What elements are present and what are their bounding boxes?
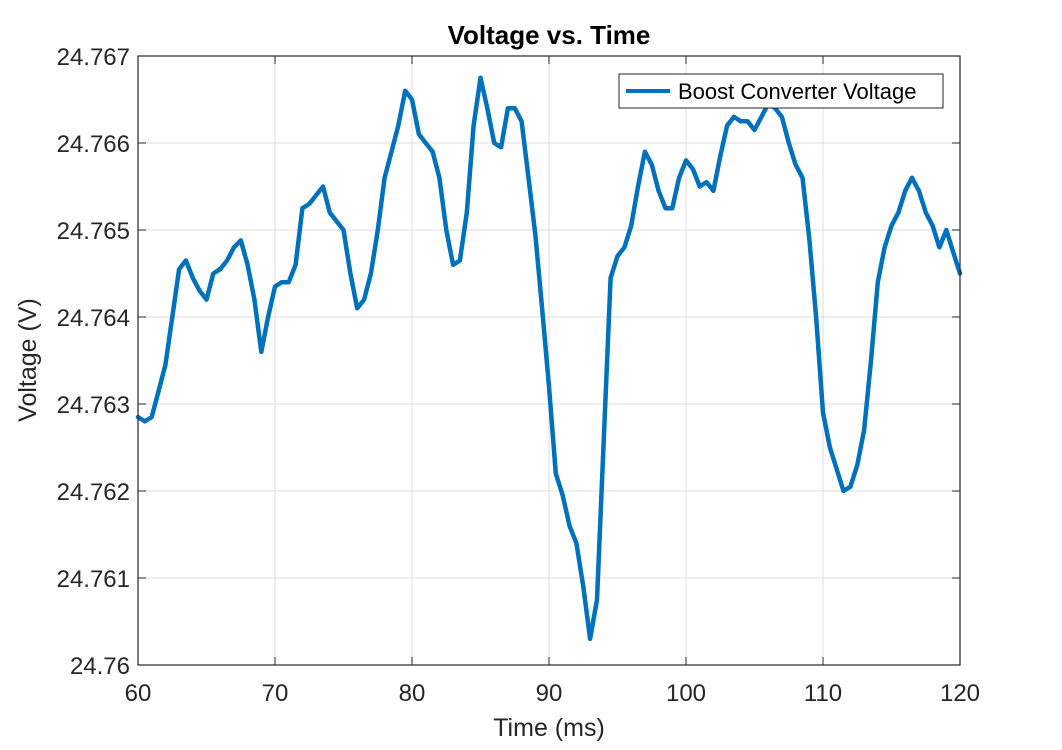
x-tick-label: 120 [940, 680, 980, 707]
x-tick-label: 110 [804, 680, 842, 707]
y-tick-label: 24.76 [70, 653, 130, 680]
y-tick-label: 24.767 [57, 44, 130, 71]
y-tick-label: 24.766 [57, 131, 130, 158]
x-tick-labels: 60 70 80 90 100 110 120 [125, 680, 980, 707]
y-axis-label: Voltage (V) [14, 298, 42, 422]
series-line [135, 75, 963, 642]
x-tick-label: 80 [399, 680, 426, 707]
legend-label: Boost Converter Voltage [678, 79, 916, 104]
legend-box [618, 73, 944, 109]
x-tick-label: 60 [125, 680, 152, 707]
y-tick-label: 24.763 [57, 392, 130, 419]
x-tick-label: 70 [262, 680, 289, 707]
legend: Boost Converter Voltage [618, 73, 944, 109]
chart-title: Voltage vs. Time [448, 20, 651, 50]
y-tick-label: 24.761 [57, 566, 130, 593]
tick-marks [137, 55, 961, 666]
series-layer [135, 75, 963, 642]
x-axis-label: Time (ms) [493, 714, 605, 742]
y-tick-label: 24.765 [57, 218, 130, 245]
y-tick-labels: 24.76 24.761 24.762 24.763 24.764 24.765 24.76… [57, 44, 130, 680]
x-tick-label: 90 [536, 680, 563, 707]
y-tick-label: 24.762 [57, 479, 130, 506]
x-tick-label: 100 [666, 680, 706, 707]
y-tick-label: 24.764 [57, 305, 130, 332]
